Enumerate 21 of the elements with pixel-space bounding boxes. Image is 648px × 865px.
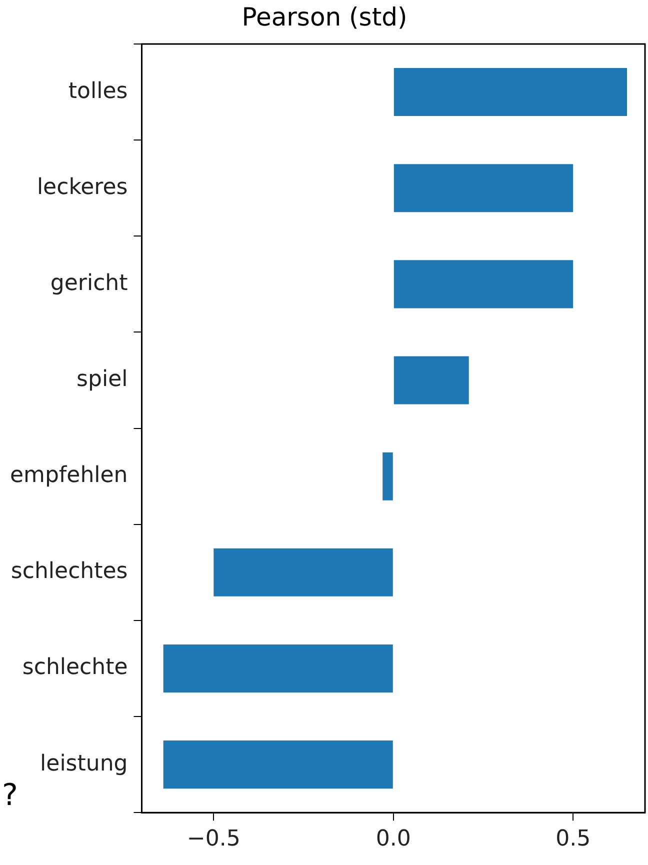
y-tick-label: tolles (68, 78, 128, 104)
x-tick-label: −0.5 (186, 826, 240, 852)
bar (214, 548, 393, 596)
y-tick-label: leistung (40, 751, 128, 776)
y-tick-label: schlechtes (10, 559, 128, 584)
y-tick-label: spiel (76, 366, 128, 392)
x-tick-label: 0.0 (376, 826, 411, 852)
bar (394, 164, 574, 212)
bar (382, 452, 393, 500)
y-tick-label: schlechte (22, 655, 128, 680)
text: ? (2, 778, 18, 813)
bar (394, 68, 628, 116)
chart-title: Pearson (std) (242, 2, 408, 32)
x-tick-label: 0.5 (556, 826, 591, 852)
bar (394, 260, 574, 308)
bar (163, 740, 393, 789)
y-tick-label: gericht (50, 270, 128, 296)
bar (163, 644, 393, 693)
y-tick-label: leckeres (36, 174, 128, 200)
y-tick-label: empfehlen (10, 463, 128, 488)
bar (394, 356, 469, 404)
